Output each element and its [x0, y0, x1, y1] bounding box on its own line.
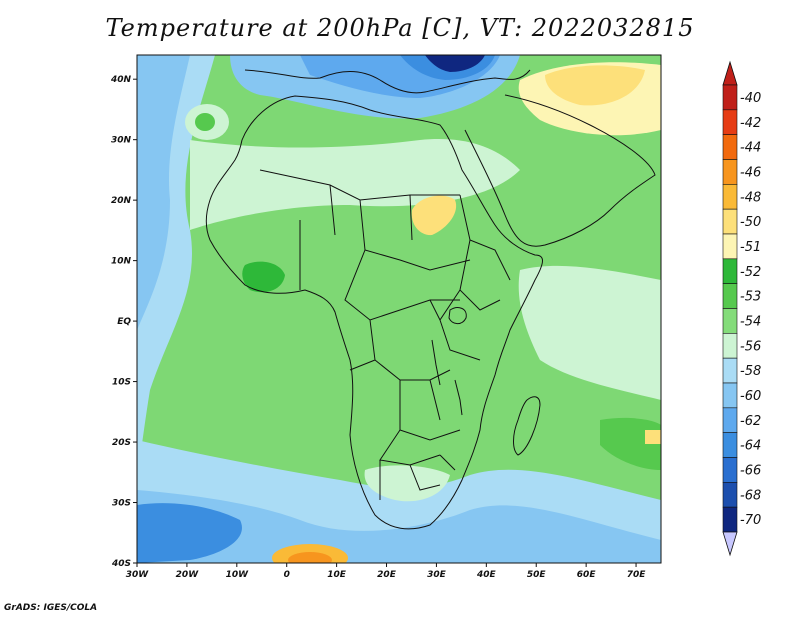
- colorbar-label: -46: [740, 165, 761, 180]
- field-region-south-warm-core: [288, 552, 332, 563]
- colorbar-swatch: [722, 407, 738, 433]
- colorbar-swatch: [722, 184, 738, 210]
- colorbar-swatch: [722, 357, 738, 384]
- colorbar-swatch: [722, 233, 738, 260]
- lon-tick-label: 60E: [577, 570, 597, 580]
- latitude-ticks: 40N 30N 20N 10N EQ 10S 20S 30S 40S: [110, 75, 137, 569]
- colorbar-swatch: [722, 432, 738, 458]
- colorbar-label: -53: [740, 290, 761, 305]
- colorbar-label: -42: [740, 116, 761, 131]
- lake-tanganyika: [431, 339, 441, 386]
- lon-tick-label: 0: [284, 570, 290, 580]
- lat-tick-label: 40N: [110, 75, 132, 85]
- colorbar-swatch: [722, 506, 738, 533]
- colorbar-swatch: [722, 333, 738, 359]
- east-africa-borders: [429, 194, 511, 361]
- arabian-peninsula-coastline: [464, 94, 656, 247]
- lat-tick-label: 40S: [111, 559, 131, 569]
- colorbar-top-arrow: [722, 60, 738, 86]
- field-region-south-ocean-colder: [137, 490, 661, 563]
- colorbar-label: -40: [740, 91, 761, 106]
- lake-malawi: [454, 379, 463, 416]
- field-region-indian-ocean-pale: [518, 265, 661, 400]
- colorbar-label: -70: [740, 513, 761, 528]
- lat-tick-label: 10S: [112, 378, 131, 388]
- colorbar-label: -66: [740, 463, 761, 478]
- lake-victoria: [448, 307, 467, 325]
- colorbar-label: -60: [740, 389, 761, 404]
- lat-tick-label: EQ: [117, 317, 131, 327]
- internal-borders: [259, 169, 471, 466]
- field-region-middle-east-warmer: [545, 65, 645, 106]
- colorbar-label: -68: [740, 488, 761, 503]
- colorbar-swatch: [722, 482, 738, 508]
- lon-tick-label: 10E: [327, 570, 347, 580]
- longitude-ticks: 30W 20W 10W 0 10E 20E 30E 40E 50E 60E 70E: [126, 563, 646, 580]
- map-plot-area: [137, 55, 661, 563]
- colorbar-label: -62: [740, 414, 761, 429]
- mediterranean-north-coastline: [244, 69, 531, 94]
- colorbar-swatch: [722, 109, 738, 135]
- field-region-west-ocean-pale: [137, 55, 190, 330]
- colorbar-label: -51: [740, 240, 761, 255]
- lon-tick-label: 50E: [527, 570, 547, 580]
- colorbar-label: -64: [740, 439, 761, 454]
- colorbar-swatch: [722, 382, 738, 409]
- colorbar-label: -50: [740, 215, 761, 230]
- field-region-southern-africa-pale: [364, 465, 450, 502]
- coastlines-and-borders: [205, 69, 656, 530]
- southern-africa-borders: [379, 454, 456, 500]
- colorbar: -40 -42 -44 -46 -48 -50 -51 -52 -53 -54 -56 -58 -60 -…: [722, 60, 761, 557]
- colorbar-swatch: [722, 208, 738, 235]
- field-region-south-west-coldest: [137, 503, 242, 563]
- temperature-field: [137, 55, 661, 563]
- lon-tick-label: 20E: [377, 570, 397, 580]
- lat-tick-label: 30N: [111, 136, 132, 146]
- lon-tick-label: 10W: [226, 570, 250, 580]
- colorbar-label: -54: [740, 314, 761, 329]
- madagascar-coastline: [513, 396, 541, 456]
- lon-tick-label: 70E: [627, 570, 647, 580]
- lon-tick-label: 30W: [126, 570, 150, 580]
- field-region-west-africa-warm: [242, 261, 285, 293]
- colorbar-bottom-arrow: [722, 531, 738, 557]
- colorbar-label: -52: [740, 265, 761, 280]
- lat-tick-label: 20N: [111, 196, 132, 206]
- field-region-sahara-pale: [190, 139, 520, 230]
- colorbar-label: -48: [740, 190, 761, 205]
- map-title: Temperature at 200hPa [C], VT: 202203281…: [105, 14, 695, 42]
- colorbar-swatch: [722, 283, 738, 309]
- colorbar-label: -44: [740, 141, 761, 156]
- lat-tick-label: 30S: [112, 499, 131, 509]
- lon-tick-label: 40E: [476, 570, 497, 580]
- plot-frame: [136, 54, 662, 564]
- field-region-east-yellow-patch: [645, 430, 661, 444]
- field-region-black-sea-cold: [425, 55, 485, 72]
- colorbar-label: -56: [740, 339, 761, 354]
- colorbar-swatch: [722, 84, 738, 111]
- lat-tick-label: 20S: [112, 438, 131, 448]
- colorbar-swatch: [722, 134, 738, 160]
- software-credit: GrADS: IGES/COLA: [4, 603, 98, 613]
- colorbar-label: -58: [740, 364, 761, 379]
- colorbar-swatch: [722, 308, 738, 334]
- colorbar-swatch: [722, 457, 738, 483]
- field-region-sudan-warm: [411, 195, 457, 236]
- africa-coastline: [205, 95, 543, 530]
- colorbar-swatch: [722, 258, 738, 284]
- lon-tick-label: 20W: [176, 570, 200, 580]
- field-region-atlantic-warm-spot: [195, 113, 215, 131]
- colorbar-swatch: [722, 159, 738, 185]
- lon-tick-label: 30E: [427, 570, 447, 580]
- lat-tick-label: 10N: [111, 257, 132, 267]
